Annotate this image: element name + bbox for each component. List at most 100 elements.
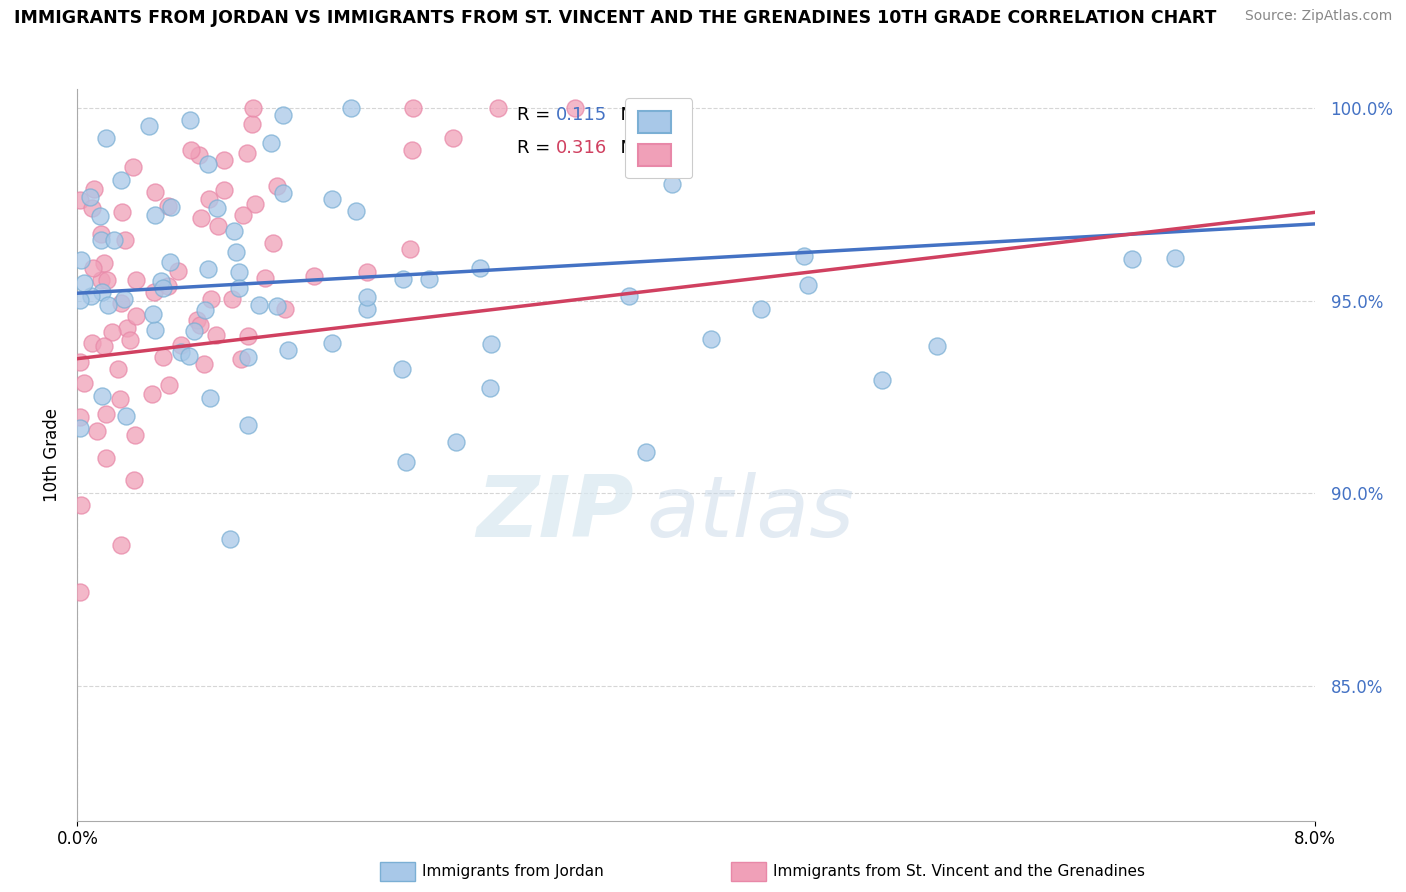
Point <box>143 208 166 222</box>
Point <box>86 424 108 438</box>
Point <box>441 130 464 145</box>
Point <box>118 334 141 348</box>
Point <box>1121 252 1143 266</box>
Point <box>69 293 91 307</box>
Point <box>183 325 205 339</box>
Text: Immigrants from St. Vincent and the Grenadines: Immigrants from St. Vincent and the Gren… <box>773 864 1146 879</box>
Point <box>142 307 165 321</box>
Text: 0.115: 0.115 <box>557 106 607 124</box>
Point <box>391 362 413 376</box>
Point <box>125 273 148 287</box>
Point <box>141 387 163 401</box>
Point <box>262 235 284 250</box>
Point <box>797 277 820 292</box>
Point <box>228 265 250 279</box>
Point <box>271 186 294 200</box>
Point <box>107 361 129 376</box>
Point <box>699 332 721 346</box>
Point <box>392 272 415 286</box>
Point <box>73 376 96 390</box>
Point <box>160 200 183 214</box>
Point <box>112 292 135 306</box>
Point <box>89 209 111 223</box>
Text: 71: 71 <box>652 106 675 124</box>
Point <box>93 255 115 269</box>
Point <box>395 455 418 469</box>
Point <box>925 339 948 353</box>
Text: 0.316: 0.316 <box>557 139 607 157</box>
Point <box>73 277 96 291</box>
Point <box>186 313 208 327</box>
Point <box>152 350 174 364</box>
Point <box>69 355 91 369</box>
Text: Immigrants from Jordan: Immigrants from Jordan <box>422 864 603 879</box>
Point <box>179 349 201 363</box>
Point <box>110 173 132 187</box>
Point <box>190 211 212 225</box>
Point <box>266 178 288 193</box>
Point <box>82 261 104 276</box>
Point <box>69 253 91 268</box>
Point <box>94 131 117 145</box>
Point <box>115 320 138 334</box>
Point <box>94 450 117 465</box>
Point <box>110 538 132 552</box>
Point <box>83 181 105 195</box>
Point <box>90 227 112 242</box>
Point <box>661 177 683 191</box>
Point <box>486 102 509 116</box>
Point <box>229 352 252 367</box>
Point <box>398 242 420 256</box>
Point <box>122 473 145 487</box>
Point <box>242 102 264 116</box>
Point <box>870 373 893 387</box>
Point <box>143 186 166 200</box>
Text: N =: N = <box>609 139 661 157</box>
Point <box>110 296 132 310</box>
Point <box>124 428 146 442</box>
Point <box>180 143 202 157</box>
Point <box>197 262 219 277</box>
Point <box>156 279 179 293</box>
Point <box>339 102 361 116</box>
Point <box>91 285 114 299</box>
Point <box>225 245 247 260</box>
Point <box>219 532 242 546</box>
Point <box>193 357 215 371</box>
Text: atlas: atlas <box>647 472 855 555</box>
Text: N =: N = <box>609 106 661 124</box>
Point <box>143 285 166 299</box>
Point <box>111 204 134 219</box>
Point <box>238 418 260 433</box>
Point <box>344 204 367 219</box>
Point <box>247 298 270 312</box>
Point <box>152 281 174 295</box>
Point <box>617 289 640 303</box>
Point <box>277 343 299 357</box>
Point <box>197 157 219 171</box>
Point <box>90 389 112 403</box>
Point <box>150 274 173 288</box>
Point <box>82 202 104 216</box>
Point <box>205 201 228 215</box>
Legend: , : , <box>626 98 692 178</box>
Point <box>69 420 91 434</box>
Point <box>69 585 91 599</box>
Point <box>125 309 148 323</box>
Point <box>159 254 181 268</box>
Point <box>103 233 125 247</box>
Point <box>82 335 104 350</box>
Point <box>479 381 502 395</box>
Point <box>321 336 343 351</box>
Point <box>90 273 112 287</box>
Point <box>240 118 263 132</box>
Text: R =: R = <box>516 139 555 157</box>
Point <box>232 208 254 222</box>
Point <box>188 318 211 332</box>
Point <box>236 328 259 343</box>
Text: R =: R = <box>516 106 555 124</box>
Point <box>468 261 491 276</box>
Y-axis label: 10th Grade: 10th Grade <box>42 408 60 502</box>
Point <box>204 327 226 342</box>
Point <box>101 326 124 340</box>
